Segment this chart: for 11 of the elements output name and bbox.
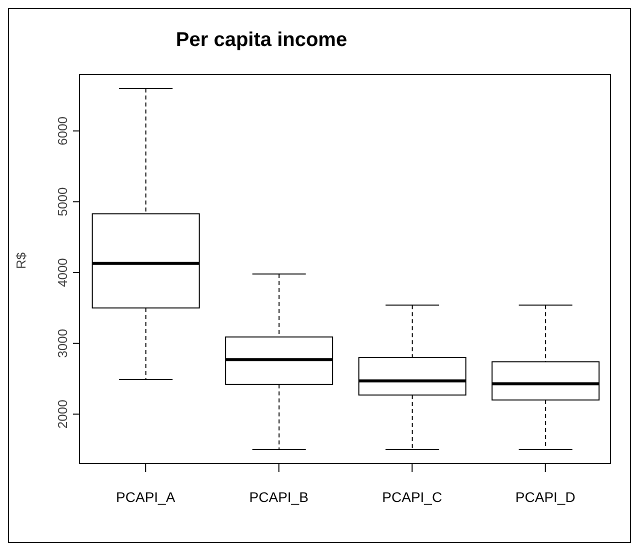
y-tick-label: 5000 <box>55 187 70 216</box>
chart-title: Per capita income <box>174 29 348 52</box>
y-axis-title: R$ <box>14 252 29 269</box>
x-tick-label: PCAPI_A <box>116 488 176 505</box>
x-tick-label: PCAPI_B <box>249 488 308 505</box>
y-tick-label: 2000 <box>55 400 70 429</box>
y-tick-label: 6000 <box>55 116 70 146</box>
x-tick-label: PCAPI_C <box>382 488 442 505</box>
y-tick-label: 4000 <box>55 258 70 287</box>
y-tick-label: 3000 <box>55 328 70 358</box>
x-tick-label: PCAPI_D <box>515 488 576 505</box>
